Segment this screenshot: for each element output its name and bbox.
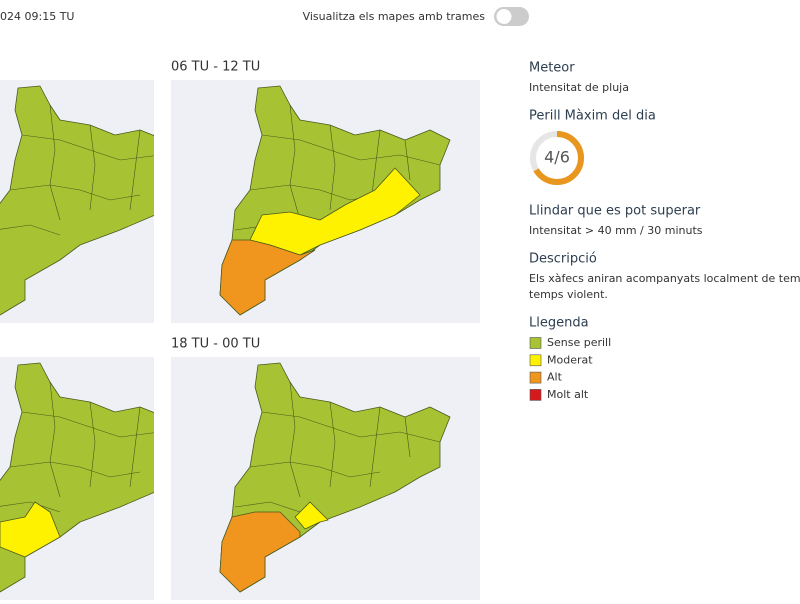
legend-swatch <box>529 337 542 349</box>
section-title: Llegenda <box>529 316 589 331</box>
legend-label: Molt alt <box>547 388 589 401</box>
legend-label: Alt <box>547 371 563 384</box>
toggle-label: Visualitza els mapes amb trames <box>303 10 486 23</box>
legend-swatch <box>529 354 542 367</box>
section-text: Els xàfecs aniran acompanyats localment … <box>529 272 800 285</box>
map-title: 06 TU - 12 TU <box>171 60 260 75</box>
section-title: Perill Màxim del dia <box>529 109 656 124</box>
legend-label: Moderat <box>547 353 593 366</box>
legend-swatch <box>529 389 542 401</box>
map <box>0 363 210 592</box>
map <box>219 363 450 593</box>
gauge-label: 4/6 <box>544 148 570 167</box>
section-title: Meteor <box>529 61 575 76</box>
legend-label: Sense perill <box>547 336 611 349</box>
section-text: Intensitat de pluja <box>529 81 629 94</box>
section-title: Descripció <box>529 252 597 267</box>
section-title: Llindar que es pot superar <box>529 204 701 219</box>
legend-swatch <box>529 371 542 384</box>
legend: Sense perill Moderat Alt Molt alt <box>529 336 611 401</box>
gauge-arc <box>530 131 584 185</box>
section-text: temps violent. <box>529 288 608 301</box>
timestamp: 024 09:15 TU <box>0 10 74 23</box>
section-text: Intensitat > 40 mm / 30 minuts <box>529 224 703 237</box>
map-title: 18 TU - 00 TU <box>171 337 260 352</box>
map <box>219 86 450 316</box>
toggle-knob <box>496 9 512 24</box>
